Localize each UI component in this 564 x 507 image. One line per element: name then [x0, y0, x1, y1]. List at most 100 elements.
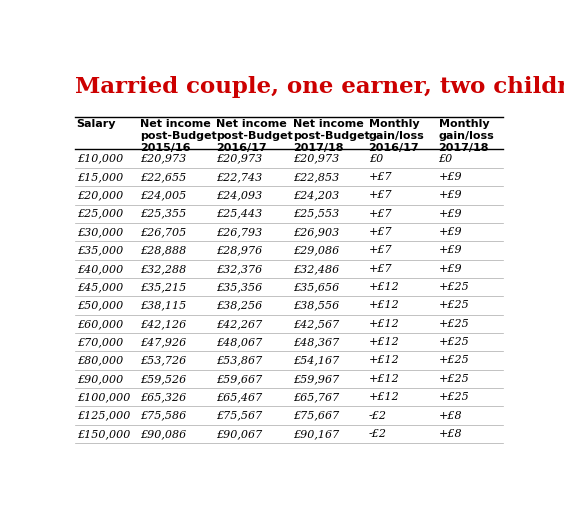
Text: £25,443: £25,443	[217, 209, 263, 219]
Text: £20,000: £20,000	[77, 190, 123, 200]
Text: £100,000: £100,000	[77, 392, 130, 402]
Text: £25,000: £25,000	[77, 209, 123, 219]
Text: £38,115: £38,115	[140, 301, 186, 310]
Text: £70,000: £70,000	[77, 337, 123, 347]
Text: £0: £0	[439, 154, 453, 164]
Text: £90,086: £90,086	[140, 429, 186, 439]
Text: +£25: +£25	[439, 301, 469, 310]
Text: £26,705: £26,705	[140, 227, 186, 237]
Text: £65,767: £65,767	[293, 392, 339, 402]
Text: +£12: +£12	[369, 374, 399, 384]
Text: £35,356: £35,356	[217, 282, 263, 292]
Text: +£7: +£7	[369, 264, 392, 274]
Text: £10,000: £10,000	[77, 154, 123, 164]
Text: +£12: +£12	[369, 392, 399, 402]
Text: £48,067: £48,067	[217, 337, 263, 347]
Text: +£9: +£9	[439, 227, 462, 237]
Text: £38,256: £38,256	[217, 301, 263, 310]
Text: £80,000: £80,000	[77, 355, 123, 366]
Text: Net income
post-Budget
2017/18: Net income post-Budget 2017/18	[293, 119, 370, 153]
Text: Married couple, one earner, two children: Married couple, one earner, two children	[75, 77, 564, 98]
Text: £24,093: £24,093	[217, 190, 263, 200]
Text: £0: £0	[369, 154, 383, 164]
Text: £25,553: £25,553	[293, 209, 339, 219]
Text: £65,467: £65,467	[217, 392, 263, 402]
Text: £50,000: £50,000	[77, 301, 123, 310]
Text: £22,853: £22,853	[293, 172, 339, 182]
Text: £25,355: £25,355	[140, 209, 186, 219]
Text: £24,005: £24,005	[140, 190, 186, 200]
Text: £30,000: £30,000	[77, 227, 123, 237]
Text: £59,667: £59,667	[217, 374, 263, 384]
Text: +£25: +£25	[439, 319, 469, 329]
Text: £40,000: £40,000	[77, 264, 123, 274]
Text: Net income
post-Budget
2015/16: Net income post-Budget 2015/16	[140, 119, 217, 153]
Text: £48,367: £48,367	[293, 337, 339, 347]
Text: £35,000: £35,000	[77, 245, 123, 256]
Text: +£9: +£9	[439, 190, 462, 200]
Text: +£25: +£25	[439, 282, 469, 292]
Text: +£9: +£9	[439, 209, 462, 219]
Text: -£2: -£2	[369, 411, 386, 420]
Text: £20,973: £20,973	[140, 154, 186, 164]
Text: £42,567: £42,567	[293, 319, 339, 329]
Text: £47,926: £47,926	[140, 337, 186, 347]
Text: £75,567: £75,567	[217, 411, 263, 420]
Text: £32,288: £32,288	[140, 264, 186, 274]
Text: £53,726: £53,726	[140, 355, 186, 366]
Text: +£25: +£25	[439, 355, 469, 366]
Text: £90,000: £90,000	[77, 374, 123, 384]
Text: +£25: +£25	[439, 392, 469, 402]
Text: +£8: +£8	[439, 411, 462, 420]
Text: £60,000: £60,000	[77, 319, 123, 329]
Text: Salary: Salary	[77, 119, 116, 129]
Text: £20,973: £20,973	[293, 154, 339, 164]
Text: £75,667: £75,667	[293, 411, 339, 420]
Text: £45,000: £45,000	[77, 282, 123, 292]
Text: £15,000: £15,000	[77, 172, 123, 182]
Text: £59,526: £59,526	[140, 374, 186, 384]
Text: +£8: +£8	[439, 429, 462, 439]
Text: +£12: +£12	[369, 319, 399, 329]
Text: £28,888: £28,888	[140, 245, 186, 256]
Text: £42,267: £42,267	[217, 319, 263, 329]
Text: +£12: +£12	[369, 282, 399, 292]
Text: £75,586: £75,586	[140, 411, 186, 420]
Text: £90,067: £90,067	[217, 429, 263, 439]
Text: £28,976: £28,976	[217, 245, 263, 256]
Text: Monthly
gain/loss
2017/18: Monthly gain/loss 2017/18	[439, 119, 494, 153]
Text: +£9: +£9	[439, 264, 462, 274]
Text: +£7: +£7	[369, 245, 392, 256]
Text: £32,486: £32,486	[293, 264, 339, 274]
Text: £26,903: £26,903	[293, 227, 339, 237]
Text: +£25: +£25	[439, 374, 469, 384]
Text: £29,086: £29,086	[293, 245, 339, 256]
Text: £22,655: £22,655	[140, 172, 186, 182]
Text: £59,967: £59,967	[293, 374, 339, 384]
Text: Net income
post-Budget
2016/17: Net income post-Budget 2016/17	[217, 119, 293, 153]
Text: £125,000: £125,000	[77, 411, 130, 420]
Text: £90,167: £90,167	[293, 429, 339, 439]
Text: +£12: +£12	[369, 355, 399, 366]
Text: £38,556: £38,556	[293, 301, 339, 310]
Text: £65,326: £65,326	[140, 392, 186, 402]
Text: +£7: +£7	[369, 172, 392, 182]
Text: £22,743: £22,743	[217, 172, 263, 182]
Text: +£9: +£9	[439, 172, 462, 182]
Text: £42,126: £42,126	[140, 319, 186, 329]
Text: £53,867: £53,867	[217, 355, 263, 366]
Text: +£7: +£7	[369, 227, 392, 237]
Text: Monthly
gain/loss
2016/17: Monthly gain/loss 2016/17	[369, 119, 424, 153]
Text: -£2: -£2	[369, 429, 386, 439]
Text: +£7: +£7	[369, 209, 392, 219]
Text: £20,973: £20,973	[217, 154, 263, 164]
Text: +£7: +£7	[369, 190, 392, 200]
Text: £54,167: £54,167	[293, 355, 339, 366]
Text: £26,793: £26,793	[217, 227, 263, 237]
Text: +£9: +£9	[439, 245, 462, 256]
Text: £32,376: £32,376	[217, 264, 263, 274]
Text: £24,203: £24,203	[293, 190, 339, 200]
Text: £35,656: £35,656	[293, 282, 339, 292]
Text: +£12: +£12	[369, 337, 399, 347]
Text: £150,000: £150,000	[77, 429, 130, 439]
